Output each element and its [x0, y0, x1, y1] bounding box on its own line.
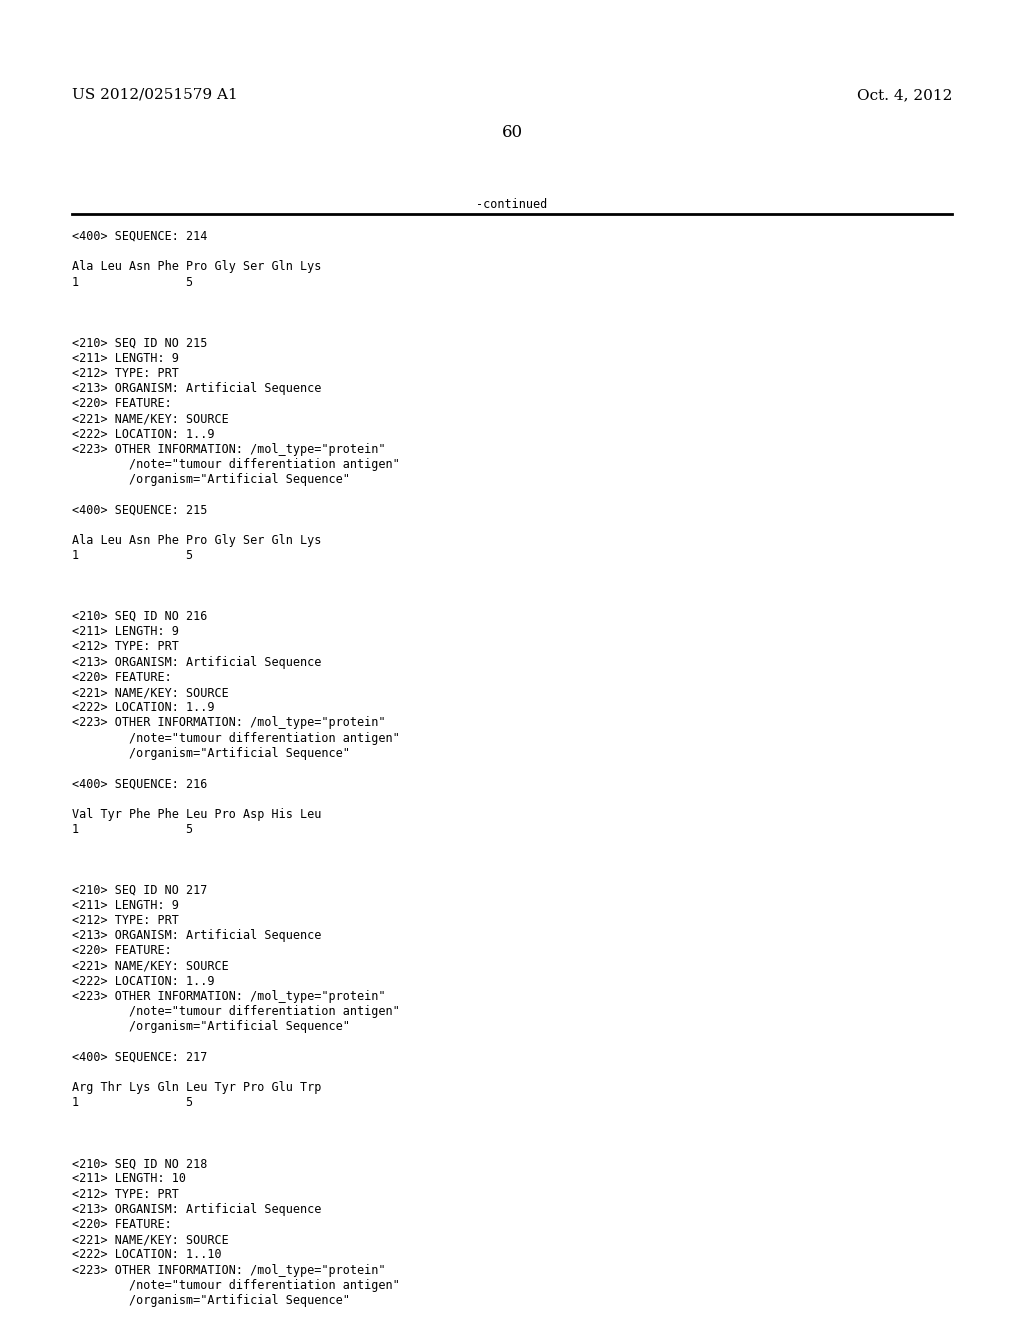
Text: <400> SEQUENCE: 214: <400> SEQUENCE: 214 — [72, 230, 208, 243]
Text: <223> OTHER INFORMATION: /mol_type="protein": <223> OTHER INFORMATION: /mol_type="prot… — [72, 442, 385, 455]
Text: <222> LOCATION: 1..9: <222> LOCATION: 1..9 — [72, 701, 214, 714]
Text: <210> SEQ ID NO 217: <210> SEQ ID NO 217 — [72, 883, 208, 896]
Text: 1               5: 1 5 — [72, 276, 194, 289]
Text: <400> SEQUENCE: 217: <400> SEQUENCE: 217 — [72, 1051, 208, 1064]
Text: -continued: -continued — [476, 198, 548, 211]
Text: <222> LOCATION: 1..9: <222> LOCATION: 1..9 — [72, 428, 214, 441]
Text: <220> FEATURE:: <220> FEATURE: — [72, 397, 172, 411]
Text: <210> SEQ ID NO 216: <210> SEQ ID NO 216 — [72, 610, 208, 623]
Text: 60: 60 — [502, 124, 522, 141]
Text: <221> NAME/KEY: SOURCE: <221> NAME/KEY: SOURCE — [72, 1233, 228, 1246]
Text: <212> TYPE: PRT: <212> TYPE: PRT — [72, 913, 179, 927]
Text: <211> LENGTH: 9: <211> LENGTH: 9 — [72, 626, 179, 638]
Text: 1               5: 1 5 — [72, 1097, 194, 1109]
Text: <400> SEQUENCE: 216: <400> SEQUENCE: 216 — [72, 777, 208, 791]
Text: <220> FEATURE:: <220> FEATURE: — [72, 1218, 172, 1232]
Text: Arg Thr Lys Gln Leu Tyr Pro Glu Trp: Arg Thr Lys Gln Leu Tyr Pro Glu Trp — [72, 1081, 322, 1094]
Text: <220> FEATURE:: <220> FEATURE: — [72, 671, 172, 684]
Text: /organism="Artificial Sequence": /organism="Artificial Sequence" — [72, 1294, 350, 1307]
Text: <223> OTHER INFORMATION: /mol_type="protein": <223> OTHER INFORMATION: /mol_type="prot… — [72, 717, 385, 730]
Text: <222> LOCATION: 1..9: <222> LOCATION: 1..9 — [72, 974, 214, 987]
Text: /organism="Artificial Sequence": /organism="Artificial Sequence" — [72, 747, 350, 760]
Text: Val Tyr Phe Phe Leu Pro Asp His Leu: Val Tyr Phe Phe Leu Pro Asp His Leu — [72, 808, 322, 821]
Text: 1               5: 1 5 — [72, 822, 194, 836]
Text: <211> LENGTH: 10: <211> LENGTH: 10 — [72, 1172, 186, 1185]
Text: <210> SEQ ID NO 215: <210> SEQ ID NO 215 — [72, 337, 208, 350]
Text: Oct. 4, 2012: Oct. 4, 2012 — [857, 88, 952, 102]
Text: <220> FEATURE:: <220> FEATURE: — [72, 944, 172, 957]
Text: 1               5: 1 5 — [72, 549, 194, 562]
Text: <400> SEQUENCE: 215: <400> SEQUENCE: 215 — [72, 504, 208, 516]
Text: /note="tumour differentiation antigen": /note="tumour differentiation antigen" — [72, 731, 399, 744]
Text: <213> ORGANISM: Artificial Sequence: <213> ORGANISM: Artificial Sequence — [72, 656, 322, 669]
Text: <211> LENGTH: 9: <211> LENGTH: 9 — [72, 351, 179, 364]
Text: /note="tumour differentiation antigen": /note="tumour differentiation antigen" — [72, 458, 399, 471]
Text: <223> OTHER INFORMATION: /mol_type="protein": <223> OTHER INFORMATION: /mol_type="prot… — [72, 1263, 385, 1276]
Text: <211> LENGTH: 9: <211> LENGTH: 9 — [72, 899, 179, 912]
Text: <212> TYPE: PRT: <212> TYPE: PRT — [72, 1188, 179, 1201]
Text: <213> ORGANISM: Artificial Sequence: <213> ORGANISM: Artificial Sequence — [72, 1203, 322, 1216]
Text: <213> ORGANISM: Artificial Sequence: <213> ORGANISM: Artificial Sequence — [72, 381, 322, 395]
Text: /organism="Artificial Sequence": /organism="Artificial Sequence" — [72, 1020, 350, 1034]
Text: US 2012/0251579 A1: US 2012/0251579 A1 — [72, 88, 238, 102]
Text: <210> SEQ ID NO 218: <210> SEQ ID NO 218 — [72, 1158, 208, 1171]
Text: Ala Leu Asn Phe Pro Gly Ser Gln Lys: Ala Leu Asn Phe Pro Gly Ser Gln Lys — [72, 260, 322, 273]
Text: <222> LOCATION: 1..10: <222> LOCATION: 1..10 — [72, 1249, 221, 1262]
Text: <221> NAME/KEY: SOURCE: <221> NAME/KEY: SOURCE — [72, 960, 228, 973]
Text: /organism="Artificial Sequence": /organism="Artificial Sequence" — [72, 473, 350, 486]
Text: <212> TYPE: PRT: <212> TYPE: PRT — [72, 640, 179, 653]
Text: /note="tumour differentiation antigen": /note="tumour differentiation antigen" — [72, 1279, 399, 1292]
Text: <212> TYPE: PRT: <212> TYPE: PRT — [72, 367, 179, 380]
Text: <221> NAME/KEY: SOURCE: <221> NAME/KEY: SOURCE — [72, 686, 228, 700]
Text: <213> ORGANISM: Artificial Sequence: <213> ORGANISM: Artificial Sequence — [72, 929, 322, 942]
Text: Ala Leu Asn Phe Pro Gly Ser Gln Lys: Ala Leu Asn Phe Pro Gly Ser Gln Lys — [72, 535, 322, 546]
Text: <223> OTHER INFORMATION: /mol_type="protein": <223> OTHER INFORMATION: /mol_type="prot… — [72, 990, 385, 1003]
Text: /note="tumour differentiation antigen": /note="tumour differentiation antigen" — [72, 1006, 399, 1018]
Text: <221> NAME/KEY: SOURCE: <221> NAME/KEY: SOURCE — [72, 412, 228, 425]
